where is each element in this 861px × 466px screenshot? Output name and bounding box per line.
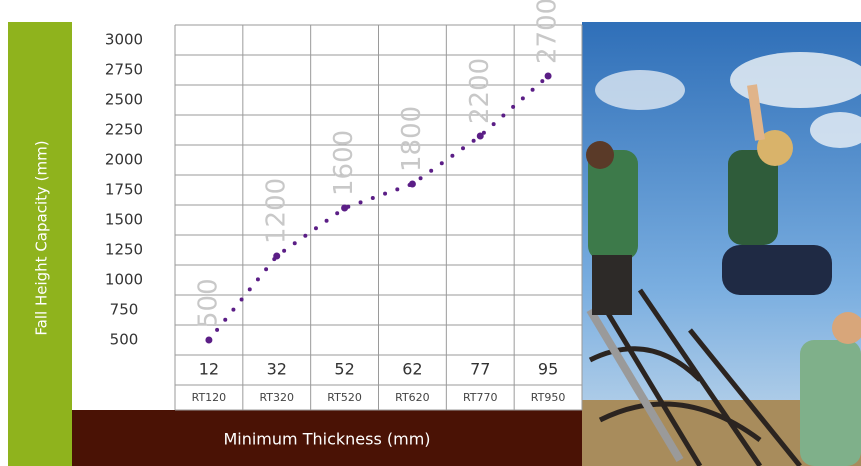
y-tick-label: 1750 <box>105 181 143 199</box>
x-axis-label: Minimum Thickness (mm) <box>223 430 430 449</box>
y-tick-label: 2750 <box>105 61 143 79</box>
value-label: 1800 <box>397 106 427 172</box>
x-tick-label: 62 <box>402 360 422 379</box>
product-label: RT770 <box>463 391 498 404</box>
value-label: 2700 <box>533 0 563 64</box>
product-label: RT320 <box>259 391 294 404</box>
point <box>476 132 484 140</box>
value-label: 1200 <box>261 178 291 244</box>
product-label: RT120 <box>192 391 227 404</box>
product-label: RT950 <box>531 391 566 404</box>
value-label: 1600 <box>329 130 359 196</box>
x-tick-label: 95 <box>538 360 558 379</box>
y-axis-label: Fall Height Capacity (mm) <box>33 140 51 335</box>
y-tick-label: 2000 <box>105 151 143 169</box>
x-tick-label: 12 <box>199 360 219 379</box>
table-grid <box>174 24 583 411</box>
y-tick-label: 1000 <box>105 271 143 289</box>
point <box>408 180 416 188</box>
value-label: 500 <box>193 278 223 328</box>
point <box>205 336 213 344</box>
photo <box>582 22 861 466</box>
value-label: 2200 <box>465 58 495 124</box>
product-label: RT520 <box>327 391 362 404</box>
x-tick-label: 52 <box>334 360 354 379</box>
product-label: RT620 <box>395 391 430 404</box>
y-tick-label: 2500 <box>105 91 143 109</box>
dotted-trend <box>206 74 551 342</box>
y-tick-label: 3000 <box>105 31 143 49</box>
x-tick-label: 77 <box>470 360 490 379</box>
y-label-bar <box>8 22 72 466</box>
y-tick-label: 750 <box>110 301 139 319</box>
y-tick-label: 1500 <box>105 211 143 229</box>
point <box>544 72 552 80</box>
y-tick-label: 1250 <box>105 241 143 259</box>
x-label-bar <box>72 410 582 466</box>
x-tick-label: 32 <box>267 360 287 379</box>
y-tick-label: 2250 <box>105 121 143 139</box>
y-tick-label: 500 <box>110 331 139 349</box>
point <box>273 252 281 260</box>
point <box>341 204 349 212</box>
